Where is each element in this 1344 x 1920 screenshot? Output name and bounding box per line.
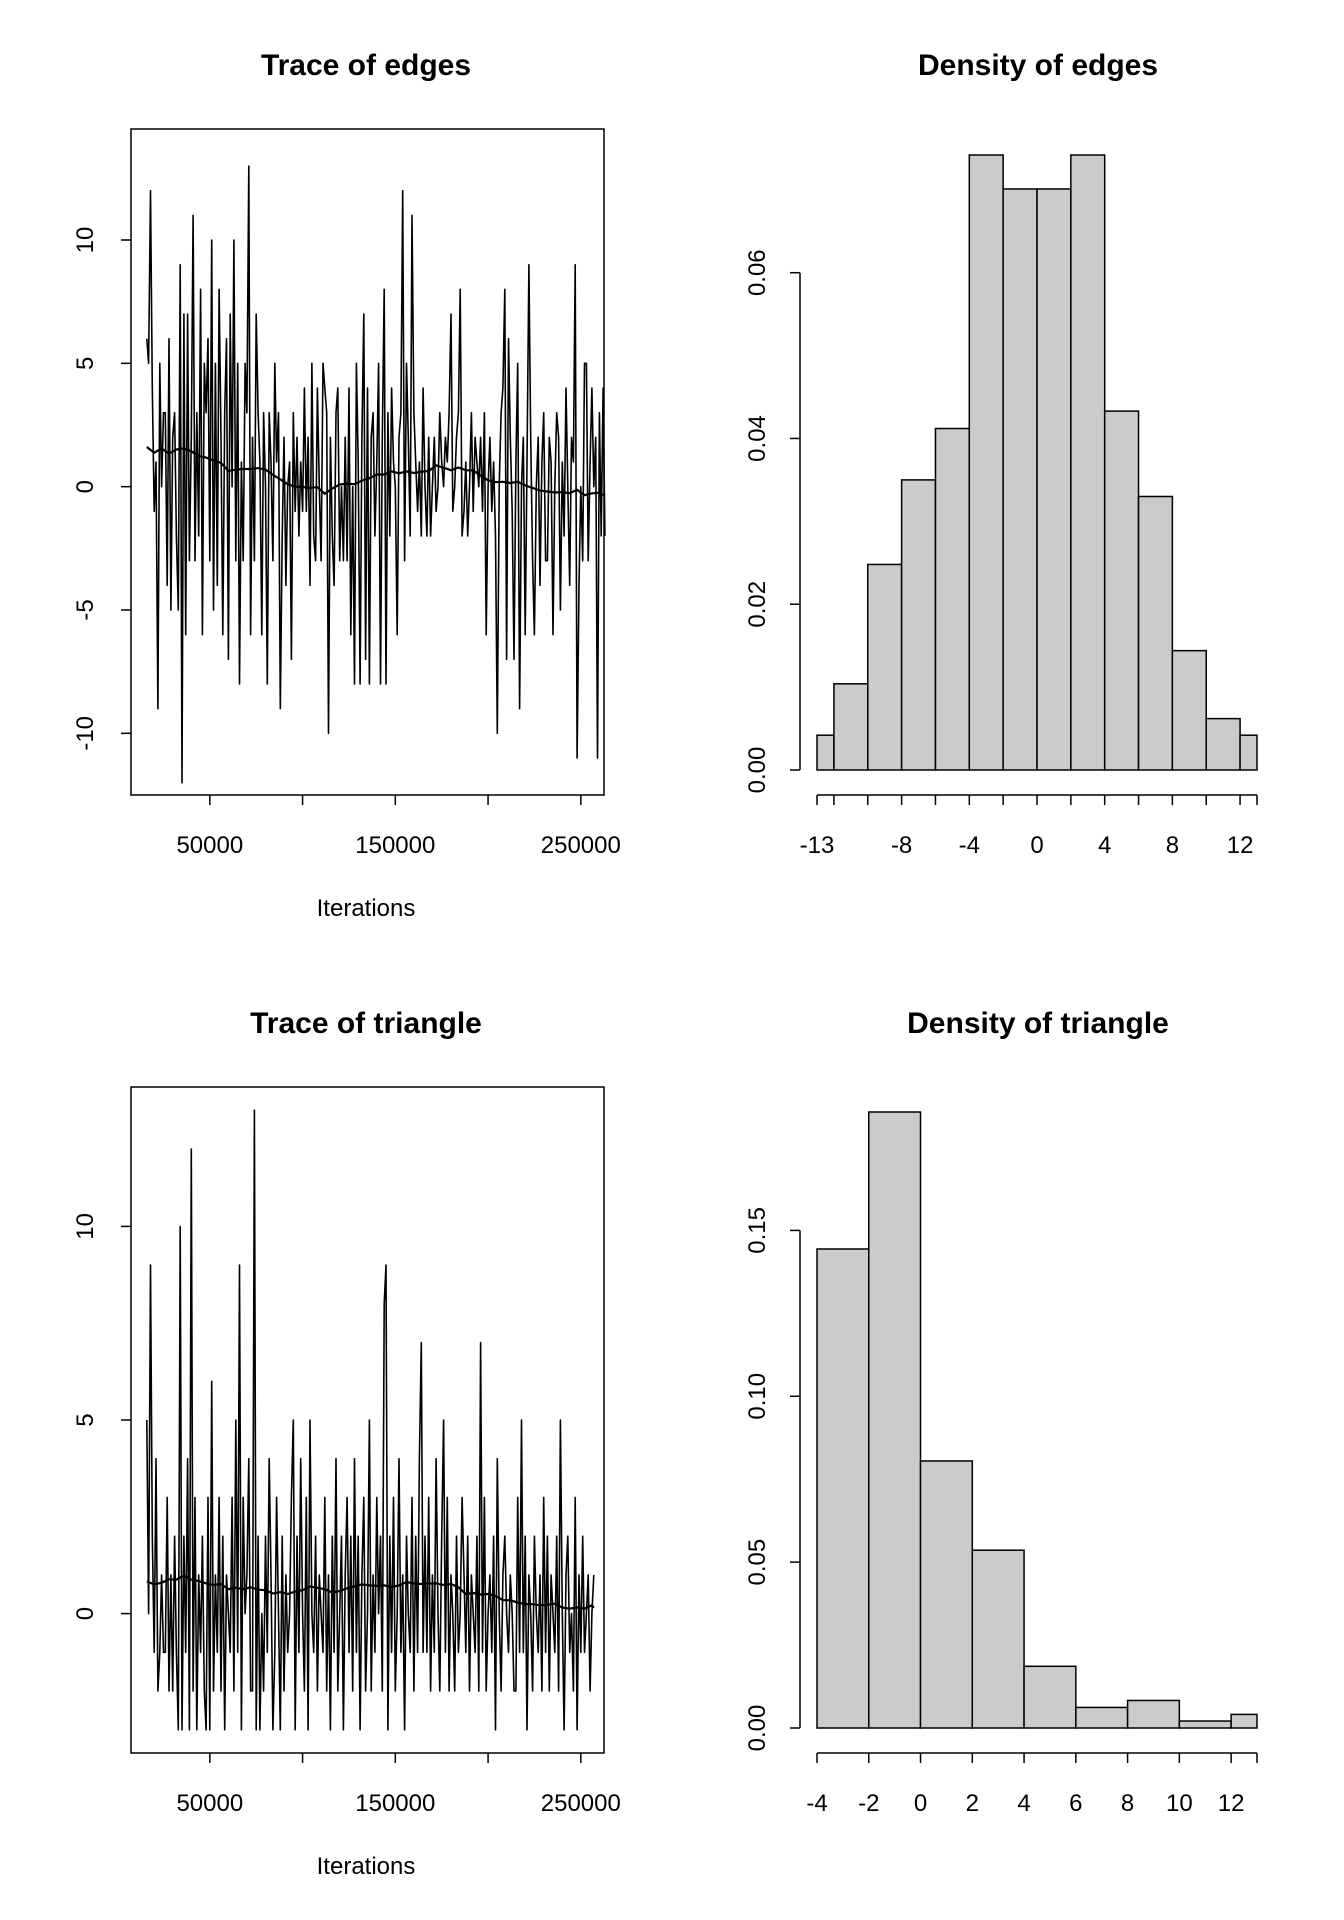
x-tick-label: 50000 [176,832,243,859]
x-axis-label: Iterations [317,895,416,922]
y-tick-label: 0 [72,1607,99,1620]
y-tick-label: 10 [72,227,99,254]
histogram-bar [934,427,971,771]
histogram-bar [971,1549,1025,1729]
x-tick-label: -8 [891,832,912,859]
y-tick-label: 0.00 [744,1705,771,1752]
x-tick-label: 12 [1218,1790,1245,1817]
y-tick-label: 0 [72,480,99,493]
x-axis-label: Iterations [317,1853,416,1880]
x-tick-label: 250000 [541,1790,621,1817]
y-tick-label: -5 [72,599,99,620]
x-tick-label: 6 [1069,1790,1082,1817]
plot-title: Trace of triangle [250,1007,482,1040]
panel-density-edges: Density of edges -13 -8 -4 0 4 8 12 0.00 0.02 0.0… [744,49,1258,859]
x-tick-label: 4 [1017,1790,1030,1817]
histogram-bar [1178,1720,1232,1729]
histogram-bar [919,1460,974,1729]
histogram-bar [1137,495,1174,771]
histogram-bar [1103,410,1140,771]
x-tick-label: 150000 [355,1790,435,1817]
histogram-plot-area: -4 -2 0 2 4 6 8 10 12 0.00 0.05 0.10 0.15 [744,1111,1258,1817]
x-tick-label: 0 [914,1790,927,1817]
histogram-bar [1126,1699,1181,1729]
plot-title: Density of triangle [907,1007,1169,1040]
y-tick-label: 0.15 [744,1207,771,1254]
y-tick-label: 0.05 [744,1539,771,1586]
x-tick-label: 8 [1166,832,1179,859]
x-tick-label: 8 [1121,1790,1134,1817]
y-tick-label: -10 [72,716,99,751]
histogram-bar [900,479,937,771]
x-tick-label: -4 [806,1790,827,1817]
histogram-bar [968,154,1004,771]
histogram-bar [1070,154,1106,771]
histogram-bar [816,734,835,771]
histogram-bar [1239,734,1258,771]
histogram-bar [816,1248,870,1729]
plot-title: Trace of edges [261,49,471,82]
plot-title: Density of edges [918,49,1158,82]
trend-smooth-line [146,446,606,497]
histogram-bar [1230,1713,1258,1729]
x-tick-label: 4 [1098,832,1111,859]
y-tick-label: 0.00 [744,747,771,794]
y-tick-label: 0.04 [744,415,771,462]
histogram-plot-area: -13 -8 -4 0 4 8 12 0.00 0.02 0.04 0.06 [744,154,1258,859]
trace-series-line [146,165,606,784]
panel-density-triangle: Density of triangle -4 -2 0 2 4 6 8 10 12 0.00 0.0… [744,1007,1258,1817]
x-tick-label: -2 [858,1790,879,1817]
histogram-bar [867,563,903,771]
trace-plot-area: 50000 150000 250000 0 5 10 [72,1086,621,1817]
histogram-bar [1023,1665,1077,1729]
histogram-bar [833,683,869,771]
x-tick-label: 50000 [176,1790,243,1817]
x-tick-label: 250000 [541,832,621,859]
histogram-bar [1205,717,1241,771]
y-tick-label: 0.02 [744,581,771,628]
x-tick-label: -13 [800,832,835,859]
x-tick-label: 150000 [355,832,435,859]
histogram-bar [868,1111,922,1729]
y-tick-label: 0.06 [744,249,771,296]
x-tick-label: 10 [1166,1790,1193,1817]
x-tick-label: 0 [1030,832,1043,859]
x-tick-label: 12 [1227,832,1254,859]
y-tick-label: 10 [72,1213,99,1240]
x-tick-label: 2 [966,1790,979,1817]
histogram-bar [1036,188,1072,771]
panel-trace-triangle: Trace of triangle Iterations 50000 150000… [72,1007,621,1880]
trace-series-line [146,1109,595,1731]
panel-trace-edges: Trace of edges Iterations 50000 150000 250… [72,49,621,922]
y-tick-label: 5 [72,357,99,370]
y-tick-label: 0.10 [744,1373,771,1420]
histogram-bar [1002,188,1038,771]
histogram-bar [1075,1706,1129,1729]
trace-plot-area: 50000 150000 250000 -10 -5 0 5 10 [72,128,621,859]
x-tick-label: -4 [959,832,980,859]
y-tick-label: 5 [72,1413,99,1426]
histogram-bar [1171,649,1207,771]
trend-smooth-line [146,1574,595,1610]
